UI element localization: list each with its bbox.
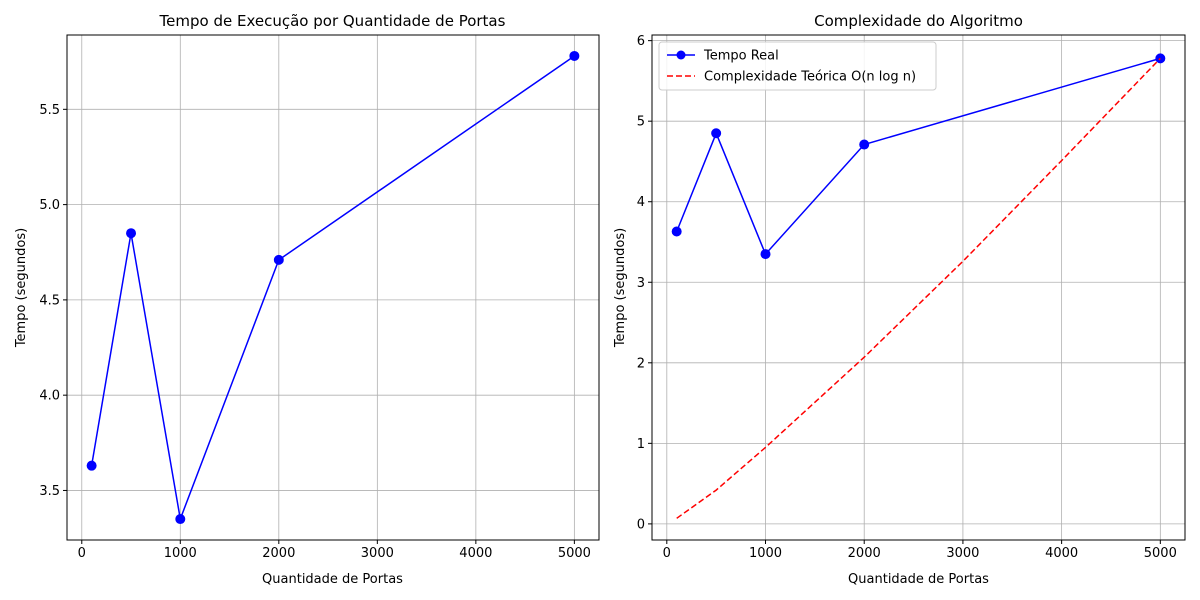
legend-label: Tempo Real — [703, 49, 779, 64]
data-point — [175, 514, 186, 525]
x-tick-label: 0 — [663, 546, 671, 561]
data-point — [1155, 53, 1166, 64]
x-axis-label: Quantidade de Portas — [848, 572, 989, 587]
y-axis-label: Tempo (segundos) — [613, 228, 628, 348]
data-point — [86, 460, 97, 471]
x-axis-label: Quantidade de Portas — [262, 572, 403, 587]
x-tick-label: 3000 — [361, 546, 394, 561]
chart-title: Complexidade do Algoritmo — [814, 12, 1023, 30]
grid — [652, 35, 1185, 540]
chart-algorithm-complexity: Complexidade do Algoritmo Quantidade de … — [613, 12, 1186, 587]
x-tick-label: 5000 — [558, 546, 591, 561]
data-point — [859, 139, 870, 150]
chart-execution-time: Tempo de Execução por Quantidade de Port… — [14, 12, 600, 587]
legend-box — [658, 41, 937, 91]
x-tick-label: 4000 — [459, 546, 492, 561]
y-tick-label: 6 — [637, 34, 645, 49]
legend: Tempo Real Complexidade Teórica O(n log n… — [658, 41, 937, 91]
y-axis-label: Tempo (segundos) — [14, 228, 29, 348]
grid — [67, 35, 599, 540]
plot-series — [86, 50, 580, 525]
y-tick-label: 3.5 — [39, 484, 60, 499]
plot-frame — [651, 34, 1186, 541]
plot-series — [671, 53, 1166, 519]
y-tick-label: 4 — [637, 195, 645, 210]
x-tick-label: 5000 — [1144, 546, 1177, 561]
y-tick-label: 4.0 — [39, 389, 60, 404]
data-point — [569, 50, 580, 61]
x-tick-label: 3000 — [946, 546, 979, 561]
y-tick-label: 3 — [637, 276, 645, 291]
data-point — [671, 226, 682, 237]
y-tick-label: 2 — [637, 356, 645, 371]
series-line — [676, 57, 1161, 519]
x-tick-label: 1000 — [164, 546, 197, 561]
legend-marker — [676, 50, 686, 60]
x-tick-label: 4000 — [1045, 546, 1078, 561]
y-tick-label: 1 — [637, 437, 645, 452]
y-tick-label: 5.0 — [39, 198, 60, 213]
axes: 0 1000 2000 3000 4000 5000 0 1 2 3 4 5 6 — [637, 34, 1186, 561]
x-tick-label: 1000 — [749, 546, 782, 561]
y-tick-label: 0 — [637, 517, 645, 532]
x-tick-label: 0 — [78, 546, 86, 561]
y-tick-label: 4.5 — [39, 293, 60, 308]
y-tick-label: 5.5 — [39, 103, 60, 118]
x-tick-label: 2000 — [262, 546, 295, 561]
legend-label: Complexidade Teórica O(n log n) — [704, 70, 916, 85]
data-point — [273, 254, 284, 265]
data-point — [760, 249, 771, 260]
data-point — [126, 228, 137, 239]
y-tick-label: 5 — [637, 115, 645, 130]
x-tick-label: 2000 — [848, 546, 881, 561]
chart-title: Tempo de Execução por Quantidade de Port… — [159, 12, 506, 30]
axes: 0 1000 2000 3000 4000 5000 3.5 4.0 4.5 5.0 5.5 — [39, 34, 600, 561]
plot-frame — [66, 34, 600, 541]
data-point — [711, 128, 722, 139]
